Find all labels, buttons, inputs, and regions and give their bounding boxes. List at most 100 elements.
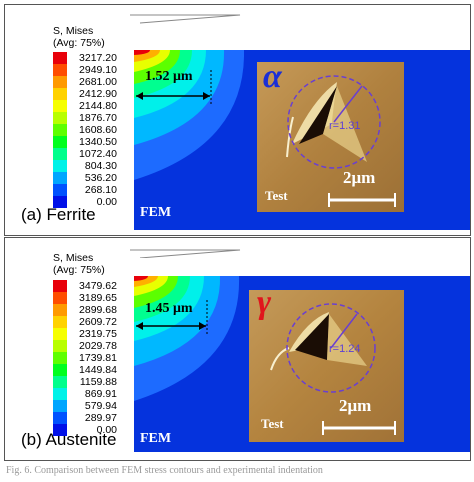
legend-entry: 2899.68 — [53, 304, 117, 316]
legend-value: 2029.78 — [79, 340, 117, 352]
legend-swatch — [53, 184, 67, 196]
legend-value: 0.00 — [96, 196, 117, 208]
legend-value: 2681.00 — [79, 76, 117, 88]
phase-symbol: γ — [257, 290, 272, 321]
indenter-outline — [130, 14, 241, 24]
fem-label: FEM — [140, 431, 172, 446]
legend-swatch — [53, 316, 67, 328]
legend-swatch — [53, 196, 67, 208]
radius-label: r=1.31 — [329, 120, 361, 132]
color-legend: 3479.62 3189.65 2899.68 2609.72 2319.75 2029.… — [53, 280, 133, 440]
legend-entry: 2319.75 — [53, 328, 117, 340]
legend-entry: 1608.60 — [53, 124, 117, 136]
legend-entry: 1072.40 — [53, 148, 117, 160]
scale-bar-label: 2μm — [339, 396, 372, 415]
legend-entry: 3189.65 — [53, 292, 117, 304]
legend-swatch — [53, 172, 67, 184]
legend-value: 268.10 — [84, 184, 117, 196]
legend-value: 1608.60 — [79, 124, 117, 136]
legend-swatch — [53, 112, 67, 124]
legend-value: 3479.62 — [79, 280, 117, 292]
legend-entry: 0.00 — [53, 424, 117, 436]
legend-value: 1159.88 — [79, 376, 117, 388]
indenter-outline — [130, 249, 241, 258]
legend-averaging: (Avg: 75%) — [53, 37, 105, 49]
panel-ferrite: S, Mises (Avg: 75%) 3217.20 2949.10 2681.0… — [4, 4, 471, 236]
legend-swatch — [53, 280, 67, 292]
afm-test-image: γ r=1.24 Test 2μm — [249, 290, 404, 442]
figure-caption: Fig. 6. Comparison between FEM stress co… — [6, 465, 323, 476]
legend-swatch — [53, 412, 67, 424]
legend-entry: 579.94 — [53, 400, 117, 412]
stress-contour — [134, 50, 244, 180]
legend-entry: 0.00 — [53, 196, 117, 208]
panel-caption: (a) Ferrite — [21, 205, 96, 224]
legend-entry: 2029.78 — [53, 340, 117, 352]
legend-entry: 1876.70 — [53, 112, 117, 124]
phase-symbol: α — [263, 62, 282, 95]
legend-value: 2899.68 — [79, 304, 117, 316]
legend-entry: 804.30 — [53, 160, 117, 172]
stress-contour — [134, 276, 240, 401]
fem-label: FEM — [140, 205, 172, 220]
legend-value: 2319.75 — [79, 328, 117, 340]
legend-swatch — [53, 136, 67, 148]
legend-value: 0.00 — [96, 424, 117, 436]
scale-bar-label: 2μm — [343, 168, 376, 187]
legend-swatch — [53, 400, 67, 412]
legend-value: 1340.50 — [79, 136, 117, 148]
legend-entry: 3479.62 — [53, 280, 117, 292]
legend-swatch — [53, 340, 67, 352]
legend-swatch — [53, 100, 67, 112]
indent-radius-label: 1.52 μm — [145, 69, 193, 84]
legend-entry: 2681.00 — [53, 76, 117, 88]
legend-swatch — [53, 52, 67, 64]
legend-entry: 1340.50 — [53, 136, 117, 148]
indent-radius-label: 1.45 μm — [145, 301, 193, 316]
legend-entry: 2949.10 — [53, 64, 117, 76]
legend-title: S, Mises — [53, 25, 94, 37]
legend-entry: 2609.72 — [53, 316, 117, 328]
legend-value: 579.94 — [84, 400, 117, 412]
legend-swatch — [53, 88, 67, 100]
legend-swatch — [53, 364, 67, 376]
test-label: Test — [265, 188, 288, 203]
legend-swatch — [53, 160, 67, 172]
legend-swatch — [53, 76, 67, 88]
legend-value: 804.30 — [84, 160, 117, 172]
legend-title: S, Mises — [53, 252, 94, 264]
legend-swatch — [53, 328, 67, 340]
legend-swatch — [53, 148, 67, 160]
legend-value: 1072.40 — [79, 148, 117, 160]
legend-entry: 3217.20 — [53, 52, 117, 64]
radius-label: r=1.24 — [329, 343, 361, 355]
dimension-arrow — [136, 70, 212, 104]
legend-entry: 289.97 — [53, 412, 117, 424]
color-legend: 3217.20 2949.10 2681.00 2412.90 2144.80 1876.… — [53, 52, 133, 212]
legend-entry: 1739.81 — [53, 352, 117, 364]
legend-value: 1449.84 — [79, 364, 117, 376]
legend-entry: 1159.88 — [53, 376, 117, 388]
panel-austenite: S, Mises (Avg: 75%) 3479.62 3189.65 2899.6… — [4, 237, 471, 461]
legend-value: 3189.65 — [79, 292, 117, 304]
legend-swatch — [53, 352, 67, 364]
dimension-arrow — [136, 300, 208, 334]
afm-test-image: α r=1.31 Test 2μm — [257, 62, 404, 212]
legend-swatch — [53, 64, 67, 76]
legend-entry: 536.20 — [53, 172, 117, 184]
panel-caption: (b) Austenite — [21, 430, 117, 449]
legend-value: 869.91 — [84, 388, 117, 400]
legend-entry: 869.91 — [53, 388, 117, 400]
legend-entry: 268.10 — [53, 184, 117, 196]
legend-swatch — [53, 292, 67, 304]
legend-swatch — [53, 424, 67, 436]
legend-value: 3217.20 — [79, 52, 117, 64]
legend-swatch — [53, 388, 67, 400]
legend-value: 2949.10 — [79, 64, 117, 76]
legend-value: 2144.80 — [79, 100, 117, 112]
legend-entry: 1449.84 — [53, 364, 117, 376]
legend-value: 1876.70 — [79, 112, 117, 124]
legend-value: 289.97 — [84, 412, 117, 424]
legend-swatch — [53, 124, 67, 136]
legend-entry: 2144.80 — [53, 100, 117, 112]
